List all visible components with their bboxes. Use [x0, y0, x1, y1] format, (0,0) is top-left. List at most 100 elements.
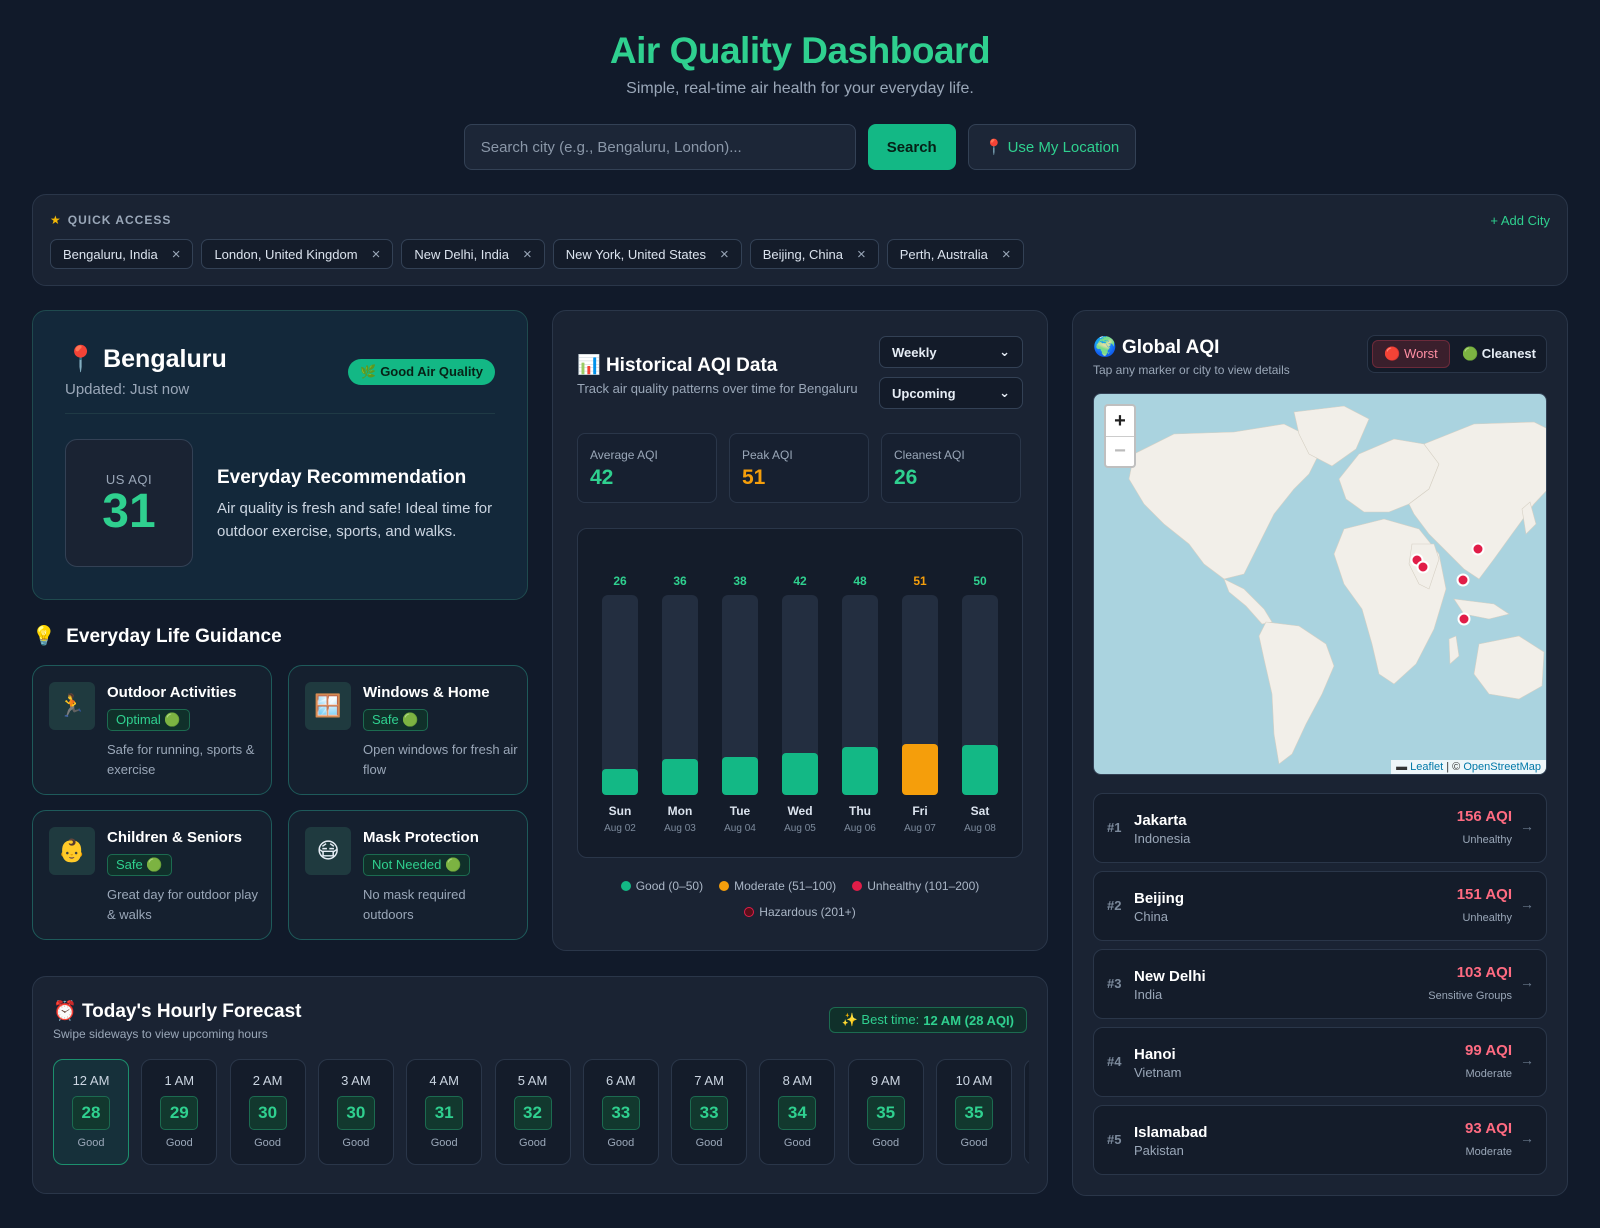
rank-category: Moderate [1465, 1146, 1512, 1158]
worst-toggle[interactable]: 🔴 Worst [1372, 340, 1450, 368]
window-icon: 🪟 [305, 682, 351, 730]
ranking-row[interactable]: #1 Jakarta Indonesia 156 AQI Unhealthy → [1093, 793, 1547, 863]
alarm-clock-icon: ⏰ [53, 1001, 77, 1022]
hour-category: Good [342, 1137, 370, 1149]
hour-time: 5 AM [517, 1073, 548, 1088]
map-attribution: ▬ Leaflet | © OpenStreetMap [1391, 760, 1546, 774]
period-select[interactable]: Weekly ⌄ [879, 336, 1023, 368]
land-south-america [1258, 621, 1335, 765]
ranking-row[interactable]: #4 Hanoi Vietnam 99 AQI Moderate → [1093, 1027, 1547, 1097]
add-city-button[interactable]: + Add City [1490, 213, 1550, 228]
quick-access-chip[interactable]: Beijing, China × [749, 239, 879, 269]
quick-access-chip[interactable]: New York, United States × [552, 239, 742, 269]
rank-country: Indonesia [1134, 831, 1191, 846]
bar-thu[interactable] [842, 747, 878, 795]
close-icon[interactable]: × [1001, 245, 1011, 263]
bar-value-label: 50 [973, 574, 987, 588]
hour-time: 7 AM [694, 1073, 724, 1088]
quick-access-chip[interactable]: Perth, Australia × [886, 239, 1024, 269]
leaflet-link[interactable]: Leaflet [1410, 761, 1444, 773]
hour-aqi: 30 [248, 1096, 287, 1130]
weekly-aqi-chart: 26 Sun Aug 02 36 Mon Aug 03 38 Tue Aug 04 42 Wed Au… [577, 528, 1023, 858]
hour-card[interactable]: 7 AM 33 Good [671, 1059, 748, 1165]
osm-link[interactable]: OpenStreetMap [1463, 761, 1541, 773]
close-icon[interactable]: × [522, 245, 532, 263]
x-tick-label: Wed [787, 804, 812, 818]
world-map[interactable]: + − ▬ Leaflet | © OpenStreetMap [1093, 393, 1547, 775]
arrow-right-icon: → [1520, 1052, 1534, 1068]
close-icon[interactable]: × [719, 245, 729, 263]
map-marker-beijing [1471, 542, 1485, 556]
bar-sun[interactable] [602, 769, 638, 795]
bar-track [602, 595, 638, 795]
hour-card[interactable]: 9 AM 35 Good [847, 1059, 924, 1165]
ranking-row[interactable]: #3 New Delhi India 103 AQI Sensitive Groups → [1093, 949, 1547, 1019]
hour-card[interactable]: 8 AM 34 Good [759, 1059, 836, 1165]
ranking-row[interactable]: #5 Islamabad Pakistan 93 AQI Moderate → [1093, 1105, 1547, 1175]
guidance-card-text: Great day for outdoor play & walks [107, 887, 259, 922]
rank-city: Hanoi [1134, 1046, 1176, 1063]
bar-sat[interactable] [962, 745, 998, 795]
arrow-right-icon: → [1520, 974, 1534, 990]
quick-access-label: ★ QUICK ACCESS [50, 213, 172, 227]
quick-access-chip[interactable]: London, United Kingdom × [201, 239, 394, 269]
bar-wed[interactable] [782, 753, 818, 795]
lightbulb-icon: 💡 [32, 626, 56, 647]
runner-icon: 🏃 [49, 682, 95, 730]
hour-category: Good [960, 1137, 988, 1149]
arrow-right-icon: → [1520, 1130, 1534, 1146]
global-subtitle: Tap any marker or city to view details [1093, 363, 1290, 377]
hourly-forecast-panel: ⏰ Today's Hourly Forecast Swipe sideways… [32, 976, 1048, 1194]
rank-number: #2 [1107, 898, 1122, 913]
updated-time: Updated: Just now [65, 381, 190, 398]
zoom-in-button[interactable]: + [1114, 409, 1126, 432]
hour-card[interactable]: 4 AM 31 Good [406, 1059, 483, 1165]
legend-label: Good (0–50) [635, 879, 704, 893]
ukraine-flag-icon: ▬ [1396, 761, 1408, 773]
recommendation-text: Air quality is fresh and safe! Ideal tim… [217, 500, 493, 540]
rank-aqi-value: 151 AQI [1456, 886, 1512, 903]
land-greenland [1293, 405, 1370, 467]
rank-number: #4 [1107, 1054, 1122, 1069]
bar-value-label: 26 [613, 574, 627, 588]
bar-tue[interactable] [722, 757, 758, 795]
legend-dot [620, 881, 631, 891]
ranking-row[interactable]: #2 Beijing China 151 AQI Unhealthy → [1093, 871, 1547, 941]
stat-card: Peak AQI 51 [729, 433, 869, 503]
map-markers [1410, 542, 1485, 626]
hour-card[interactable]: 10 AM 35 Good [936, 1059, 1012, 1165]
land-japan [1521, 501, 1537, 535]
cleanest-toggle[interactable]: 🟢 Cleanest [1462, 346, 1536, 361]
search-input[interactable] [463, 124, 856, 170]
hour-card[interactable]: 5 AM 32 Good [494, 1059, 571, 1165]
bar-chart-svg: 26 Sun Aug 02 36 Mon Aug 03 38 Tue Aug 04 42 Wed Au… [602, 574, 998, 834]
close-icon[interactable]: × [171, 245, 181, 263]
land-australia [1473, 635, 1545, 700]
mode-select[interactable]: Upcoming ⌄ [879, 377, 1023, 409]
quick-access-chip[interactable]: New Delhi, India × [401, 239, 545, 269]
hour-card[interactable]: 6 AM 33 Good [582, 1059, 659, 1165]
hour-card[interactable]: 2 AM 30 Good [229, 1059, 306, 1165]
hourly-scroller[interactable]: 12 AM 28 Good 1 AM 29 Good 2 AM 30 Good 3 AM 30 Goo… [53, 1059, 1029, 1167]
guidance-status-badge: Safe 🟢 [363, 709, 428, 731]
hour-card-partial[interactable] [1024, 1059, 1029, 1165]
hour-card[interactable]: 12 AM 28 Good [53, 1059, 129, 1165]
chip-label: New Delhi, India [414, 246, 509, 262]
chip-label: Perth, Australia [899, 246, 988, 262]
close-icon[interactable]: × [371, 245, 381, 263]
search-button[interactable]: Search [867, 124, 956, 170]
stat-value: 42 [590, 466, 614, 489]
bar-fri[interactable] [902, 744, 938, 795]
use-location-button[interactable]: 📍 Use My Location [967, 124, 1137, 170]
bar-mon[interactable] [662, 759, 698, 795]
aqi-value: 31 [102, 485, 156, 538]
hour-time: 2 AM [252, 1073, 283, 1088]
quick-access-chip[interactable]: Bengaluru, India × [50, 239, 194, 269]
hour-card[interactable]: 3 AM 30 Good [317, 1059, 394, 1165]
bar-track [662, 595, 698, 795]
zoom-out-button[interactable]: − [1106, 436, 1134, 466]
hour-aqi: 30 [336, 1096, 375, 1130]
hour-card[interactable]: 1 AM 29 Good [141, 1059, 218, 1165]
bar-value-label: 48 [853, 574, 867, 588]
close-icon[interactable]: × [856, 245, 866, 263]
